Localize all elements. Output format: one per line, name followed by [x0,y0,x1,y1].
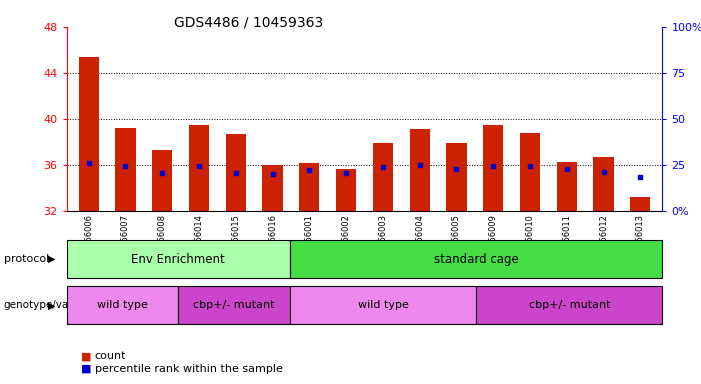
Bar [336,169,356,211]
Text: count: count [95,351,126,361]
Bar [594,157,613,211]
Text: ■: ■ [81,364,91,374]
Bar [79,57,99,211]
Bar [409,129,430,211]
Bar [262,165,283,211]
Text: ■: ■ [81,351,91,361]
Text: Env Enrichment: Env Enrichment [132,253,225,266]
Bar [299,163,320,211]
Bar [226,134,246,211]
Text: percentile rank within the sample: percentile rank within the sample [95,364,283,374]
Text: wild type: wild type [358,300,409,310]
Text: wild type: wild type [97,300,148,310]
Text: standard cage: standard cage [434,253,519,266]
Text: ▶: ▶ [48,254,55,264]
Bar [447,143,467,211]
Bar [630,197,651,211]
Bar [189,125,209,211]
Bar [373,143,393,211]
Bar [152,150,172,211]
Bar [116,128,135,211]
Text: cbp+/- mutant: cbp+/- mutant [529,300,610,310]
Text: protocol: protocol [4,254,49,264]
Text: GDS4486 / 10459363: GDS4486 / 10459363 [174,15,323,29]
Text: ▶: ▶ [48,300,55,310]
Bar [483,125,503,211]
Bar [520,133,540,211]
Text: genotype/variation: genotype/variation [4,300,102,310]
Bar [557,162,577,211]
Text: cbp+/- mutant: cbp+/- mutant [193,300,275,310]
